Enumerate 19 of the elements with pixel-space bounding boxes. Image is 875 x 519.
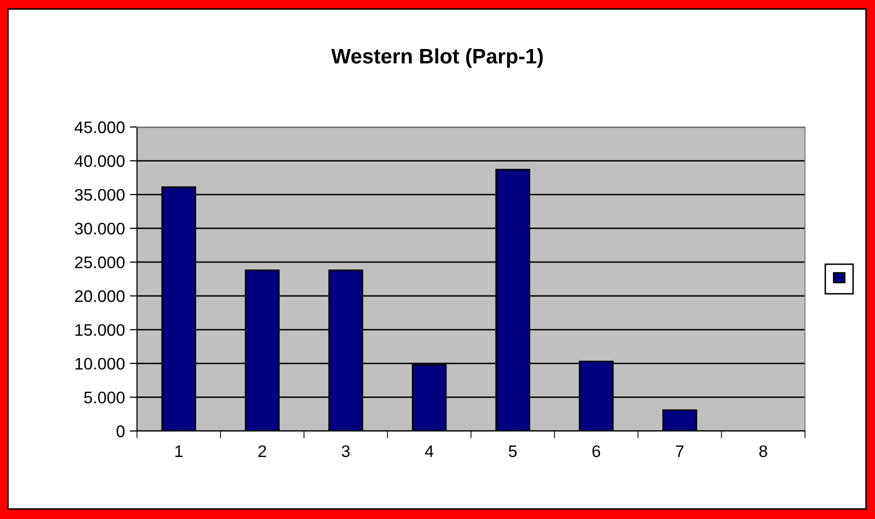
y-tick-label: 5.000	[84, 392, 125, 404]
y-tick-label: 30.000	[74, 222, 125, 235]
x-tick-label: 8	[759, 445, 768, 458]
y-tick-label: 10.000	[75, 358, 125, 370]
y-tick-label: 45.000	[74, 121, 125, 134]
x-tick-label: 5	[508, 446, 517, 458]
x-tick-label: 1	[175, 446, 183, 457]
x-tick-label: 3	[342, 445, 350, 458]
y-tick-label: 0	[116, 425, 125, 438]
x-tick-label: 7	[676, 446, 684, 457]
x-tick-label: 2	[258, 445, 266, 457]
y-tick-label: 25.000	[75, 256, 125, 268]
y-tick-label: 40.000	[74, 155, 125, 167]
chart-title: Western Blot (Parp-1)	[331, 48, 543, 68]
y-tick-label: 20.000	[75, 290, 125, 302]
x-tick-label: 6	[592, 445, 600, 458]
y-tick-label: 35.000	[74, 188, 125, 201]
y-tick-label: 15.000	[75, 324, 125, 336]
x-tick-label: 4	[425, 446, 434, 457]
